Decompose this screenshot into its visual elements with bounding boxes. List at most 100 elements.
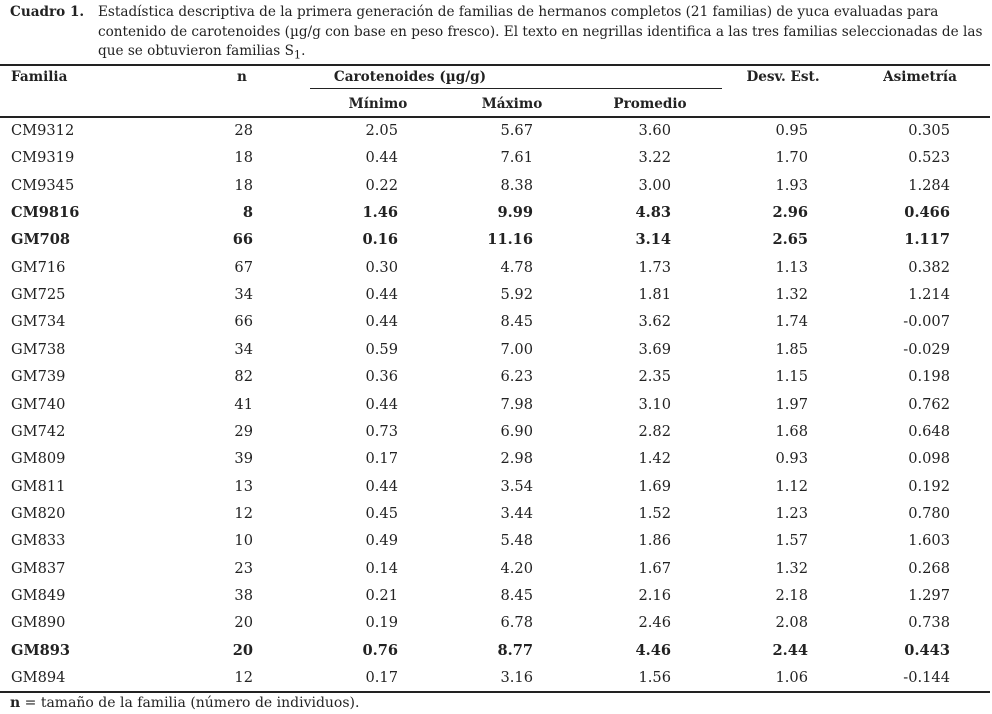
header-minimo: Mínimo <box>348 96 408 112</box>
cell-familia: GM837 <box>11 559 66 577</box>
cell-promedio: 1.86 <box>638 532 672 550</box>
cell-minimo: 0.44 <box>365 395 399 413</box>
cell-maximo: 6.23 <box>500 368 534 386</box>
cell-n: 12 <box>234 669 253 686</box>
header-promedio: Promedio <box>613 96 687 112</box>
cell-familia: GM739 <box>11 368 66 386</box>
cell-asimetria: 0.762 <box>908 395 950 413</box>
cell-promedio: 2.35 <box>638 368 672 386</box>
cell-n: 8 <box>242 204 253 222</box>
cell-promedio: 1.73 <box>638 258 672 276</box>
cell-minimo: 0.14 <box>365 559 399 577</box>
cell-maximo: 3.44 <box>500 504 534 522</box>
cell-maximo: 8.77 <box>497 641 533 659</box>
cell-desv-est: 2.18 <box>775 586 809 604</box>
cell-maximo: 3.54 <box>500 477 534 495</box>
cell-promedio: 1.69 <box>638 477 672 495</box>
cell-maximo: 6.78 <box>500 614 534 632</box>
cell-asimetria: -0.144 <box>903 669 950 686</box>
cell-desv-est: 1.06 <box>775 669 809 686</box>
cell-maximo: 7.98 <box>500 395 534 413</box>
cell-asimetria: 0.523 <box>908 149 950 167</box>
cell-promedio: 4.83 <box>635 204 671 222</box>
cell-familia: GM809 <box>11 450 66 468</box>
cell-minimo: 0.73 <box>365 422 399 440</box>
caption-text: Estadística descriptiva de la primera ge… <box>98 3 985 65</box>
cell-n: 12 <box>234 504 253 522</box>
cell-desv-est: 0.93 <box>775 450 809 468</box>
cell-asimetria: 0.443 <box>904 641 950 659</box>
cell-asimetria: 0.466 <box>904 204 950 222</box>
cell-desv-est: 1.15 <box>775 368 809 386</box>
cell-promedio: 1.42 <box>638 450 672 468</box>
cell-promedio: 1.81 <box>638 286 672 304</box>
caption-subscript: 1 <box>293 47 302 62</box>
cell-minimo: 0.21 <box>365 586 399 604</box>
cell-asimetria: 0.268 <box>908 559 950 577</box>
table-caption: Cuadro 1. Estadística descriptiva de la … <box>10 3 985 65</box>
header-desv-est: Desv. Est. <box>746 69 820 85</box>
cell-asimetria: -0.029 <box>903 340 950 358</box>
cell-familia: GM716 <box>11 258 66 276</box>
cell-promedio: 1.67 <box>638 559 672 577</box>
cell-n: 66 <box>232 231 253 249</box>
cell-familia: GM893 <box>11 641 71 659</box>
cell-n: 41 <box>234 395 253 413</box>
cell-maximo: 4.78 <box>500 258 534 276</box>
cell-promedio: 3.69 <box>638 340 672 358</box>
cell-n: 34 <box>234 340 253 358</box>
cell-minimo: 0.22 <box>365 176 399 194</box>
cell-maximo: 5.67 <box>500 122 534 139</box>
cell-promedio: 1.56 <box>638 669 672 686</box>
cell-minimo: 0.36 <box>365 368 399 386</box>
table-bottom-rule <box>0 691 990 693</box>
cell-asimetria: 0.192 <box>908 477 950 495</box>
cell-desv-est: 2.08 <box>775 614 809 632</box>
cell-n: 38 <box>234 586 253 604</box>
cell-desv-est: 1.12 <box>775 477 809 495</box>
cell-familia: CM9319 <box>11 149 75 167</box>
cell-promedio: 3.00 <box>638 176 672 194</box>
footnote: n = tamaño de la familia (número de indi… <box>10 695 359 711</box>
cell-familia: CM9312 <box>11 122 75 139</box>
table-top-rule <box>0 64 990 66</box>
cell-asimetria: 0.738 <box>908 614 950 632</box>
cell-asimetria: 1.284 <box>908 176 950 194</box>
cell-desv-est: 2.65 <box>772 231 808 249</box>
cell-desv-est: 1.97 <box>775 395 809 413</box>
cell-desv-est: 0.95 <box>775 122 809 139</box>
cell-asimetria: -0.007 <box>903 313 950 331</box>
cell-minimo: 0.45 <box>365 504 399 522</box>
cell-n: 10 <box>234 532 253 550</box>
cell-minimo: 0.17 <box>365 669 399 686</box>
cell-minimo: 0.44 <box>365 286 399 304</box>
footnote-symbol: n <box>10 695 21 711</box>
cell-asimetria: 1.603 <box>908 532 950 550</box>
cell-asimetria: 0.305 <box>908 122 950 139</box>
cell-asimetria: 1.297 <box>908 586 950 604</box>
cell-familia: GM833 <box>11 532 66 550</box>
cell-desv-est: 2.96 <box>772 204 808 222</box>
cell-familia: GM734 <box>11 313 66 331</box>
cell-n: 34 <box>234 286 253 304</box>
cell-n: 20 <box>232 641 253 659</box>
header-bottom-rule <box>0 116 990 118</box>
cell-promedio: 3.14 <box>635 231 671 249</box>
header-asimetria: Asimetría <box>883 69 957 85</box>
cell-maximo: 8.38 <box>500 176 534 194</box>
cell-asimetria: 1.117 <box>904 231 950 249</box>
cell-minimo: 0.17 <box>365 450 399 468</box>
cell-promedio: 3.22 <box>638 149 672 167</box>
cell-n: 29 <box>234 422 253 440</box>
cell-maximo: 3.16 <box>500 669 534 686</box>
cell-n: 20 <box>234 614 253 632</box>
cell-maximo: 8.45 <box>500 586 534 604</box>
cell-maximo: 5.48 <box>500 532 534 550</box>
cell-minimo: 1.46 <box>362 204 398 222</box>
cell-asimetria: 0.098 <box>908 450 950 468</box>
cell-asimetria: 0.780 <box>908 504 950 522</box>
cell-familia: GM894 <box>11 669 66 686</box>
cell-asimetria: 0.648 <box>908 422 950 440</box>
cell-desv-est: 1.74 <box>775 313 809 331</box>
header-maximo: Máximo <box>481 96 543 112</box>
